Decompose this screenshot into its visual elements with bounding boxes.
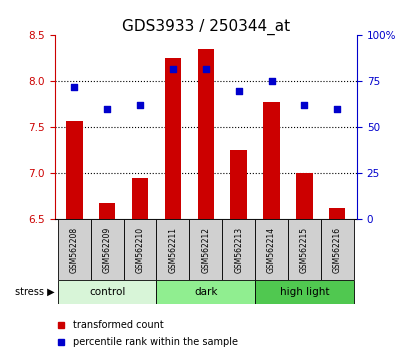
Bar <box>58 280 157 304</box>
Text: dark: dark <box>194 287 218 297</box>
Text: GSM562213: GSM562213 <box>234 227 243 273</box>
Bar <box>91 219 123 280</box>
Bar <box>288 219 321 280</box>
Bar <box>189 219 222 280</box>
Bar <box>157 219 189 280</box>
Point <box>71 84 78 90</box>
Point <box>136 103 143 108</box>
Bar <box>255 219 288 280</box>
Title: GDS3933 / 250344_at: GDS3933 / 250344_at <box>122 19 290 35</box>
Point <box>170 66 176 72</box>
Text: GSM562212: GSM562212 <box>201 227 210 273</box>
Text: percentile rank within the sample: percentile rank within the sample <box>73 337 238 347</box>
Bar <box>66 121 83 219</box>
Text: GSM562214: GSM562214 <box>267 227 276 273</box>
Bar <box>296 173 312 219</box>
Text: GSM562208: GSM562208 <box>70 227 79 273</box>
Point <box>268 79 275 84</box>
Bar <box>58 219 91 280</box>
Point <box>235 88 242 93</box>
Text: GSM562209: GSM562209 <box>103 227 112 273</box>
Point <box>104 106 110 112</box>
Bar <box>132 178 148 219</box>
Bar <box>321 219 354 280</box>
Text: stress ▶: stress ▶ <box>15 287 55 297</box>
Bar <box>255 280 354 304</box>
Bar <box>222 219 255 280</box>
Bar <box>99 203 116 219</box>
Text: GSM562216: GSM562216 <box>333 227 342 273</box>
Text: high light: high light <box>280 287 329 297</box>
Text: GSM562215: GSM562215 <box>300 227 309 273</box>
Bar <box>329 209 346 219</box>
Point <box>334 106 341 112</box>
Bar <box>165 58 181 219</box>
Text: GSM562210: GSM562210 <box>136 227 144 273</box>
Bar <box>231 150 247 219</box>
Point <box>301 103 308 108</box>
Text: transformed count: transformed count <box>73 320 163 330</box>
Bar <box>197 49 214 219</box>
Bar <box>123 219 157 280</box>
Point <box>202 66 209 72</box>
Bar <box>157 280 255 304</box>
Bar <box>263 102 280 219</box>
Text: GSM562211: GSM562211 <box>168 227 177 273</box>
Text: control: control <box>89 287 126 297</box>
